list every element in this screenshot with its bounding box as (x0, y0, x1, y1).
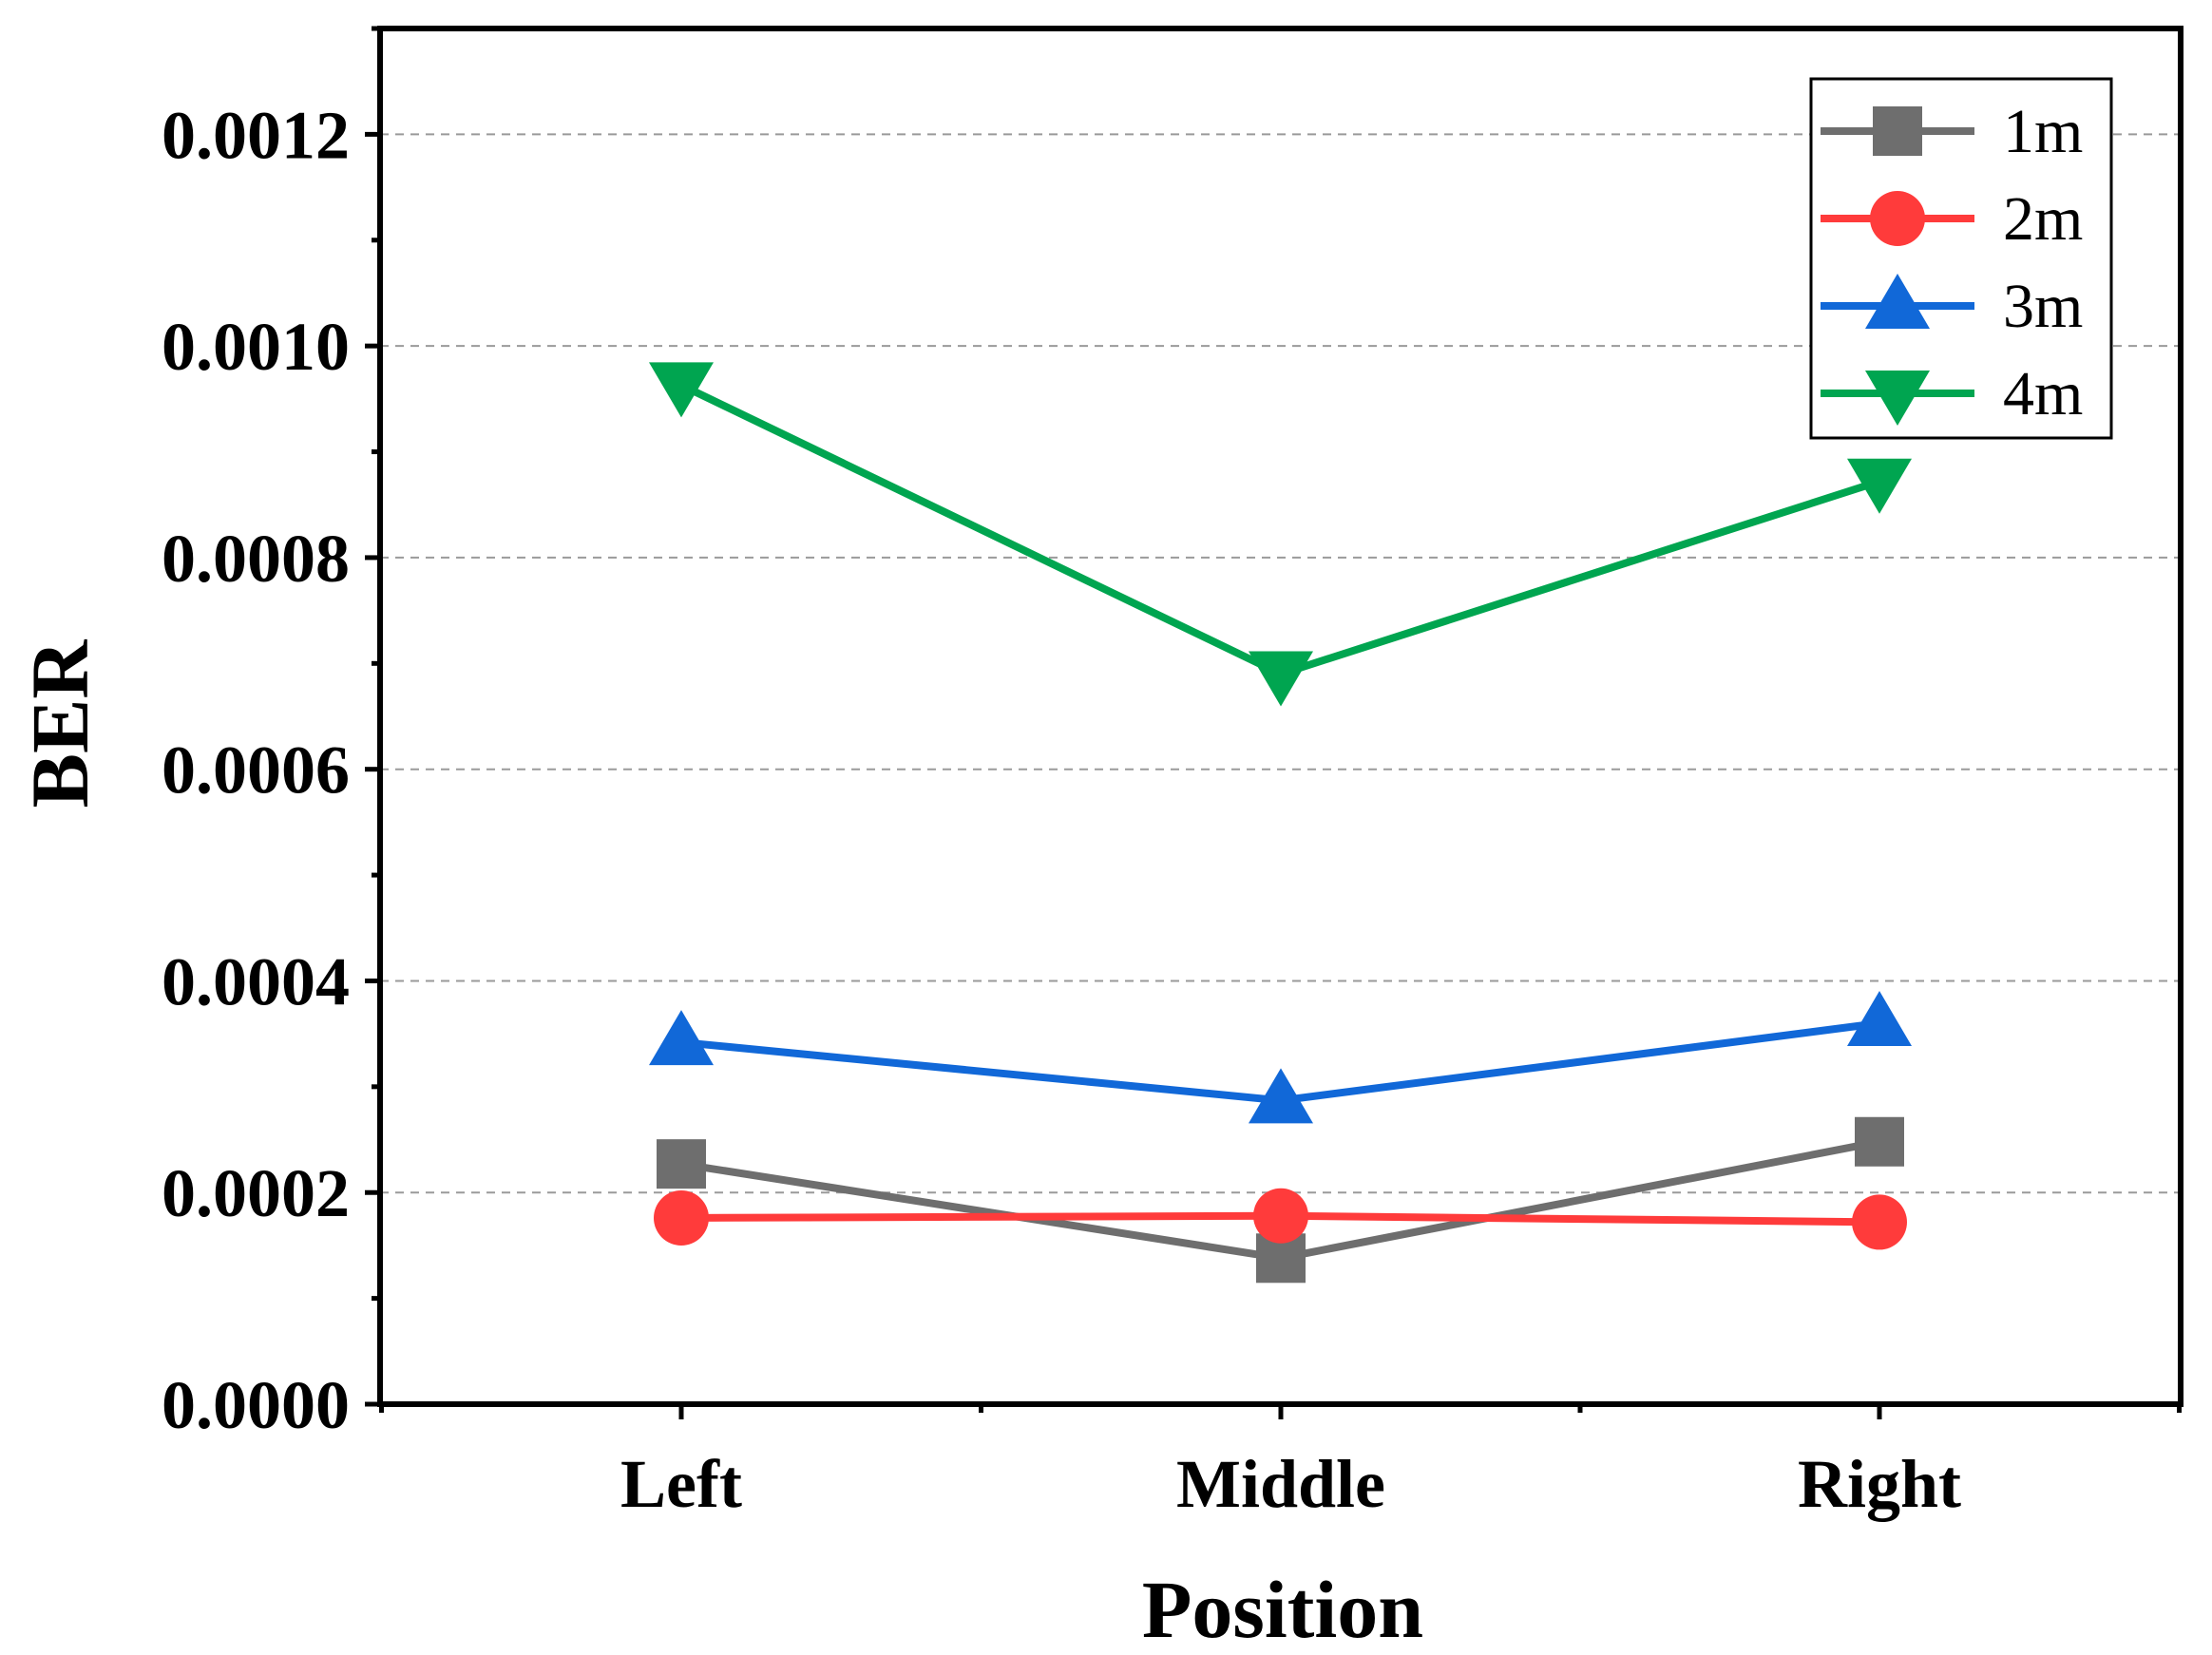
y-axis-title: BER (14, 639, 105, 808)
legend-marker-3m (1865, 274, 1930, 329)
legend-box (1809, 77, 2113, 440)
legend-label-2m: 2m (2003, 184, 2083, 254)
y-tick-label-1: 0.0002 (162, 1155, 350, 1231)
legend-marker-2m (1870, 191, 1925, 246)
x-tick-label-middle: Middle (1176, 1446, 1385, 1522)
x-tick-labels: Left Middle Right (620, 1446, 1961, 1522)
series-2m (654, 1188, 1907, 1250)
y-tick-label-5: 0.0010 (162, 309, 350, 385)
legend-label-4m: 4m (2003, 359, 2083, 428)
legend-entry-1m: 1m (1821, 97, 2083, 166)
series-line-4m (679, 381, 1881, 678)
point-4m-right (1847, 458, 1912, 514)
legend-marker-4m (1865, 371, 1930, 426)
y-tick-label-6: 0.0012 (162, 97, 350, 173)
point-1m-left (657, 1139, 706, 1189)
y-tick-label-3: 0.0006 (162, 732, 350, 808)
point-2m-left (654, 1189, 709, 1246)
legend-entry-4m: 4m (1821, 359, 2083, 428)
y-tick-label-0: 0.0000 (162, 1367, 350, 1443)
legend-label-1m: 1m (2003, 97, 2083, 166)
point-1m-right (1855, 1116, 1904, 1167)
x-tick-label-right: Right (1798, 1446, 1961, 1522)
legend-entry-3m: 3m (1821, 272, 2083, 341)
legend-marker-1m (1873, 106, 1922, 156)
axes (365, 26, 2183, 1419)
series-4m (649, 362, 1912, 707)
legend-label-3m: 3m (2003, 272, 2083, 341)
point-4m-middle (1249, 651, 1313, 707)
series-3m (649, 991, 1912, 1124)
point-2m-right (1852, 1194, 1907, 1250)
point-3m-left (649, 1010, 714, 1066)
point-3m-middle (1249, 1068, 1313, 1124)
y-tick-label-4: 0.0008 (162, 521, 350, 597)
legend: 1m 2m 3m 4m (1809, 77, 2113, 440)
legend-entry-2m: 2m (1821, 184, 2083, 254)
x-axis-title: Position (1142, 1564, 1423, 1655)
x-tick-label-left: Left (620, 1446, 742, 1522)
y-tick-labels: 0.0000 0.0002 0.0004 0.0006 0.0008 0.0010 0.00… (162, 97, 350, 1443)
series-group (649, 362, 1912, 1284)
point-4m-left (649, 362, 714, 418)
point-2m-middle (1253, 1188, 1308, 1244)
point-3m-right (1847, 991, 1912, 1047)
y-tick-label-2: 0.0004 (162, 943, 350, 1019)
